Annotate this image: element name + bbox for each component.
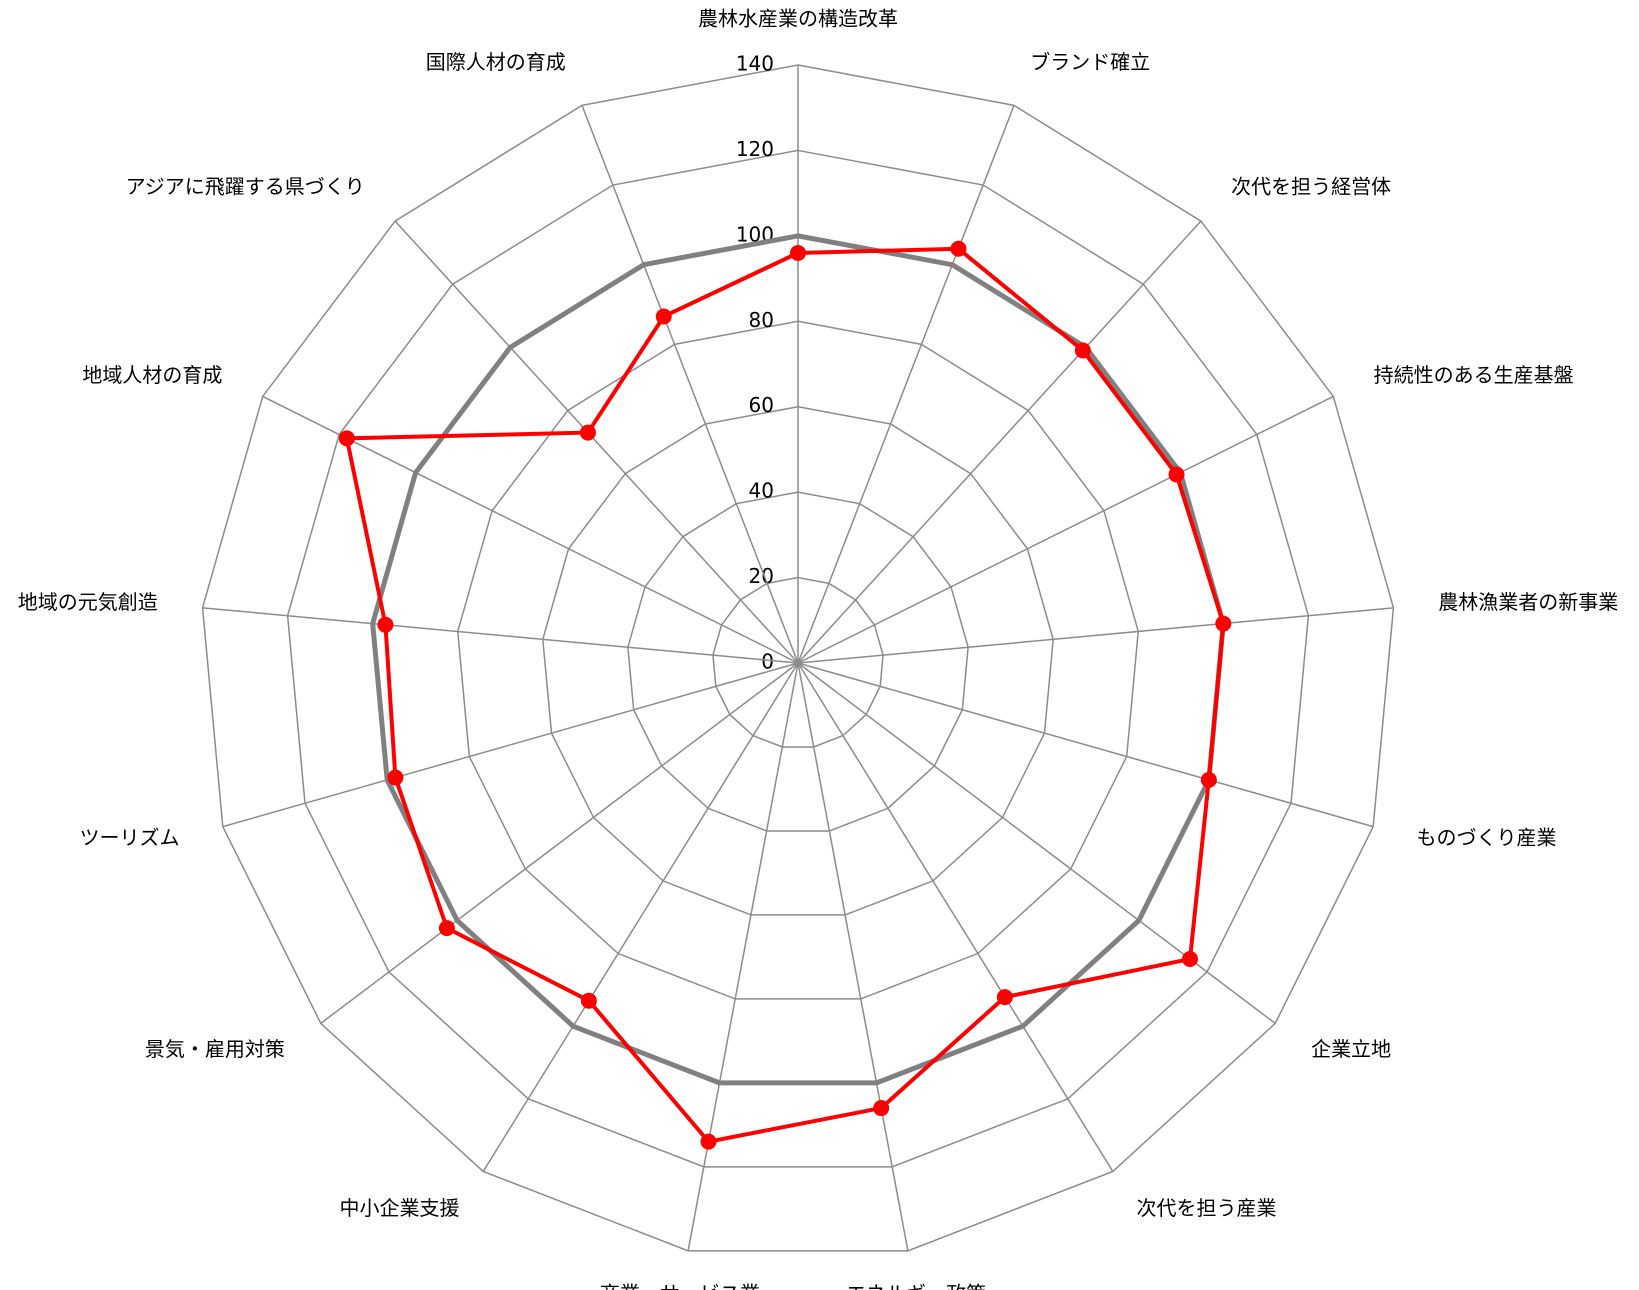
spoke [797,662,909,1251]
point [580,992,597,1009]
spoke [797,662,1114,1172]
r-tick-label: 80 [749,308,774,332]
point [438,920,455,937]
category-label: 次代を担う産業 [1136,1196,1276,1220]
spoke [687,662,799,1251]
category-label: 企業立地 [1311,1037,1391,1061]
point [579,424,596,441]
spoke [320,662,799,1024]
point [655,308,672,325]
r-tick-label: 140 [736,52,774,76]
point [873,1100,890,1117]
point [950,240,967,257]
grid-ring [201,64,1395,1252]
grid-ring [542,405,1054,916]
spoke [394,220,799,664]
grid-ring [286,149,1310,1168]
series-line [370,233,1226,1086]
point [1215,615,1232,632]
spoke [797,105,1015,664]
spoke [797,662,1374,828]
category-label: 景気・雇用対策 [145,1037,285,1061]
spoke [797,607,1394,664]
point [1074,342,1091,359]
r-tick-label: 40 [749,479,774,503]
grid-ring [627,491,969,832]
grid-ring [456,320,1140,1000]
r-tick-label: 120 [736,137,774,161]
category-label: 商業・サービス業 [600,1282,760,1290]
point [377,616,394,633]
point [1181,951,1198,968]
point [790,244,806,261]
category-label: 地域の元気創造 [18,590,158,614]
category-label: ものづくり産業 [1416,825,1556,849]
category-label: 農林水産業の構造改革 [698,7,898,31]
category-label: 中小企業支援 [340,1196,460,1220]
point [1168,466,1185,483]
point [338,430,355,447]
category-label: 次代を担う経営体 [1231,174,1391,198]
point [996,989,1013,1006]
category-label: 地域人材の育成 [82,363,222,387]
spoke [797,395,1334,664]
point [387,769,404,786]
spoke [222,662,799,828]
series-line [344,246,1226,1144]
category-label: 農林漁業者の新事業 [1438,590,1618,614]
category-label: 国際人材の育成 [426,50,566,74]
category-label: アジアに飛躍する県づくり [126,174,365,198]
r-tick-label: 0 [761,650,774,674]
point [1200,771,1217,788]
category-label: ブランド確立 [1030,50,1150,74]
spoke [797,220,1202,664]
spoke [581,105,799,664]
r-tick-label: 60 [749,393,774,417]
point [700,1133,717,1150]
spoke [482,662,799,1172]
category-label: 持続性のある生産基盤 [1374,363,1574,387]
spoke [202,607,799,664]
category-label: エネルギー政策 [846,1282,986,1290]
category-label: ツーリズム [80,825,180,849]
grid-ring [712,576,884,748]
